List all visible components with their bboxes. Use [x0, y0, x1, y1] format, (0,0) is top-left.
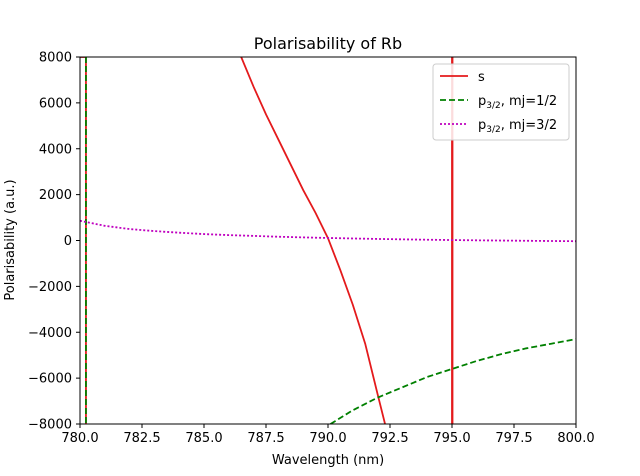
legend-label-1: p3/2, mj=1/2	[478, 94, 557, 111]
x-tick-label: 782.5	[123, 431, 160, 446]
legend-label-0: s	[478, 70, 485, 85]
y-tick-label: 2000	[39, 188, 72, 203]
x-axis-ticks: 780.0 782.5 785.0 787.5 790.0 792.5 795.0 797.5…	[61, 424, 595, 446]
y-axis-ticks: −8000 −6000 −4000 −2000 0 2000 4000 6000 8000	[28, 51, 80, 433]
y-tick-label: −6000	[28, 372, 72, 387]
series-2	[80, 219, 576, 243]
series-1	[85, 57, 576, 424]
series-2-segment-0	[80, 219, 576, 243]
y-tick-label: 8000	[39, 51, 72, 66]
y-tick-label: −8000	[28, 418, 72, 433]
x-axis-label: Wavelength (nm)	[272, 453, 384, 468]
legend-box	[432, 63, 570, 141]
series-1-segment-0	[330, 338, 576, 424]
y-tick-label: 6000	[39, 96, 72, 111]
legend: s p3/2, mj=1/2 p3/2, mj=3/2	[432, 63, 570, 141]
x-tick-label: 800.0	[557, 431, 594, 446]
x-tick-label: 785.0	[185, 431, 222, 446]
x-tick-label: 787.5	[247, 431, 284, 446]
chart-title: Polarisability of Rb	[254, 34, 402, 53]
x-tick-label: 792.5	[371, 431, 408, 446]
x-tick-label: 797.5	[495, 431, 532, 446]
x-tick-label: 790.0	[309, 431, 346, 446]
x-tick-label: 795.0	[433, 431, 470, 446]
y-tick-label: 0	[64, 234, 72, 249]
series-0-segment-1	[240, 57, 386, 424]
y-tick-label: −4000	[28, 326, 72, 341]
y-axis-label: Polarisability (a.u.)	[3, 179, 18, 300]
x-tick-label: 780.0	[61, 431, 98, 446]
y-tick-label: 4000	[39, 142, 72, 157]
legend-label-2: p3/2, mj=3/2	[478, 118, 557, 135]
y-tick-label: −2000	[28, 280, 72, 295]
